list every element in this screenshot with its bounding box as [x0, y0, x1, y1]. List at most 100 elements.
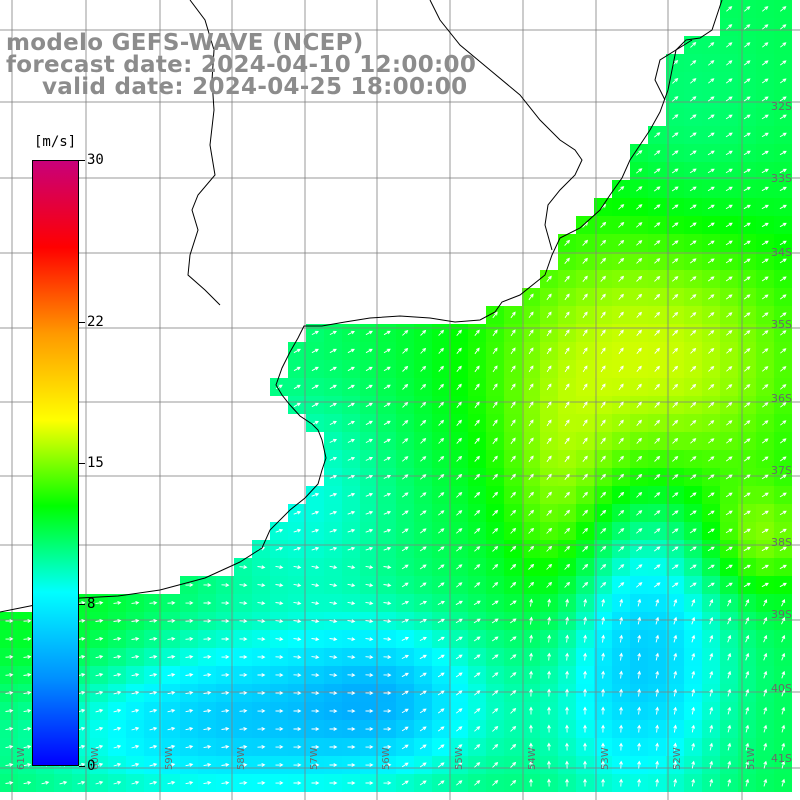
wind-arrow	[131, 654, 140, 659]
wind-arrow	[618, 239, 625, 246]
wind-arrow	[239, 690, 248, 695]
wind-arrow	[474, 455, 480, 462]
wind-arrow	[221, 762, 230, 767]
wind-arrow	[311, 709, 320, 713]
wind-arrow	[565, 760, 569, 769]
wind-arrow	[474, 582, 481, 588]
wind-arrow	[654, 383, 660, 390]
wind-arrow	[708, 456, 715, 462]
wind-arrow	[149, 744, 158, 749]
wind-arrow	[329, 330, 337, 335]
colorbar-tick-label: 15	[87, 455, 104, 471]
wind-arrow	[601, 688, 606, 697]
wind-arrow	[690, 401, 697, 408]
wind-arrow	[437, 600, 445, 605]
wind-arrow	[761, 114, 769, 120]
wind-arrow	[131, 672, 140, 677]
wind-arrow	[131, 690, 140, 695]
wind-arrow	[77, 780, 86, 785]
wind-arrow	[383, 384, 391, 390]
wind-arrow	[601, 616, 606, 625]
wind-arrow	[600, 491, 607, 498]
wind-arrow	[311, 727, 320, 731]
wind-arrow	[221, 601, 230, 605]
wind-arrow	[743, 492, 751, 498]
wind-arrow	[655, 742, 660, 751]
wind-arrow	[654, 347, 660, 354]
wind-arrow	[725, 96, 733, 102]
wind-arrow	[600, 311, 606, 319]
wind-arrow	[600, 239, 607, 246]
wind-arrow	[329, 402, 337, 407]
wind-arrow	[257, 780, 266, 785]
wind-arrow	[781, 598, 786, 607]
wind-arrow	[619, 688, 624, 697]
wind-arrow	[779, 546, 787, 552]
wind-arrow	[743, 258, 751, 264]
wind-arrow	[689, 546, 697, 552]
wind-arrow	[726, 366, 733, 372]
wind-arrow	[779, 114, 787, 120]
wind-arrow	[637, 706, 642, 715]
wind-arrow	[547, 652, 552, 661]
wind-arrow	[311, 673, 320, 678]
wind-arrow	[763, 760, 768, 769]
wind-arrow	[456, 347, 462, 354]
wind-arrow	[5, 708, 14, 713]
wind-arrow	[383, 727, 392, 731]
wind-arrow	[653, 564, 661, 570]
wind-arrow	[636, 186, 643, 192]
wind-arrow	[347, 546, 356, 551]
wind-arrow	[420, 437, 427, 444]
wind-arrow	[131, 744, 140, 749]
colorbar-tick-label: 30	[87, 152, 104, 168]
wind-arrow	[618, 329, 624, 336]
wind-arrow	[438, 401, 444, 408]
wind-arrow	[707, 222, 715, 228]
wind-arrow	[546, 347, 552, 355]
wind-arrow	[347, 348, 355, 354]
wind-arrow	[689, 258, 697, 264]
wind-arrow	[275, 655, 284, 660]
colorbar-tick-mark	[79, 160, 85, 161]
wind-arrow	[492, 761, 499, 768]
wind-arrow	[672, 383, 679, 390]
wind-arrow	[221, 780, 230, 785]
wind-arrow	[708, 42, 715, 48]
wind-arrow	[437, 546, 445, 552]
wind-arrow	[671, 582, 679, 588]
wind-arrow	[727, 616, 732, 625]
wind-arrow	[311, 492, 320, 497]
wind-arrow	[564, 275, 570, 282]
wind-arrow	[653, 204, 661, 210]
wind-arrow	[725, 240, 733, 246]
wind-arrow	[565, 652, 570, 661]
wind-arrow	[618, 401, 624, 409]
wind-arrow	[726, 348, 733, 354]
wind-arrow	[653, 582, 661, 588]
wind-arrow	[492, 672, 499, 678]
wind-arrow	[311, 420, 319, 425]
wind-arrow	[619, 742, 623, 751]
wind-arrow	[761, 492, 769, 498]
wind-arrow	[565, 778, 569, 787]
wind-arrow	[329, 673, 338, 678]
wind-arrow	[492, 311, 498, 319]
wind-arrow	[510, 455, 516, 462]
wind-arrow	[456, 546, 463, 552]
wind-arrow	[221, 583, 230, 588]
wind-arrow	[671, 546, 679, 552]
wind-arrow	[419, 582, 427, 588]
wind-arrow	[745, 742, 750, 751]
wind-arrow	[565, 724, 569, 733]
wind-arrow	[618, 221, 625, 228]
wind-arrow	[600, 563, 607, 570]
colorbar-tick-label: 0	[87, 758, 96, 774]
wind-arrow	[329, 456, 338, 461]
wind-arrow	[510, 347, 516, 355]
wind-arrow	[761, 78, 769, 84]
wind-arrow	[582, 311, 588, 319]
wind-arrow	[707, 186, 715, 192]
wind-arrow	[636, 546, 643, 552]
latitude-label: 33S	[771, 172, 792, 185]
